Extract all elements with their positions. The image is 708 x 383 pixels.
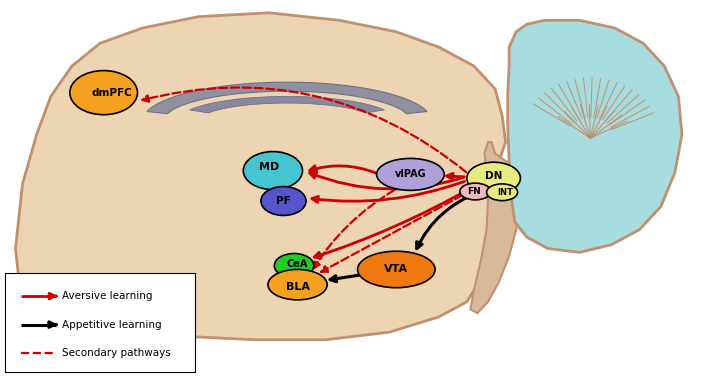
- Text: VTA: VTA: [384, 264, 409, 275]
- Text: DN: DN: [485, 171, 502, 181]
- Text: Appetitive learning: Appetitive learning: [62, 319, 161, 330]
- Polygon shape: [190, 97, 384, 113]
- Polygon shape: [508, 20, 682, 252]
- Text: MD: MD: [259, 162, 280, 172]
- Ellipse shape: [261, 187, 306, 216]
- Polygon shape: [147, 82, 427, 114]
- FancyArrowPatch shape: [142, 87, 466, 172]
- Ellipse shape: [244, 152, 302, 190]
- Ellipse shape: [358, 251, 435, 288]
- Text: vlPAG: vlPAG: [394, 169, 426, 179]
- Text: BLA: BLA: [285, 282, 309, 291]
- FancyBboxPatch shape: [5, 273, 195, 372]
- Text: Secondary pathways: Secondary pathways: [62, 348, 171, 358]
- Ellipse shape: [459, 183, 491, 200]
- FancyArrowPatch shape: [310, 166, 377, 173]
- Ellipse shape: [274, 254, 314, 278]
- FancyArrowPatch shape: [314, 190, 394, 268]
- Text: INT: INT: [497, 188, 513, 197]
- Ellipse shape: [377, 159, 444, 190]
- FancyArrowPatch shape: [330, 275, 360, 282]
- FancyArrowPatch shape: [314, 188, 471, 258]
- FancyArrowPatch shape: [321, 190, 473, 272]
- Text: dmPFC: dmPFC: [92, 88, 132, 98]
- FancyArrowPatch shape: [312, 181, 464, 203]
- Ellipse shape: [268, 270, 327, 300]
- Ellipse shape: [467, 162, 520, 194]
- Ellipse shape: [486, 184, 518, 201]
- FancyArrowPatch shape: [416, 192, 479, 249]
- Ellipse shape: [70, 70, 137, 115]
- Text: PF: PF: [276, 196, 291, 206]
- FancyArrowPatch shape: [293, 271, 299, 278]
- Polygon shape: [470, 142, 523, 313]
- FancyArrowPatch shape: [310, 172, 464, 189]
- Text: FN: FN: [467, 187, 481, 196]
- Polygon shape: [16, 13, 506, 340]
- FancyArrowPatch shape: [447, 173, 464, 179]
- Text: Aversive learning: Aversive learning: [62, 291, 152, 301]
- Text: CeA: CeA: [287, 259, 308, 269]
